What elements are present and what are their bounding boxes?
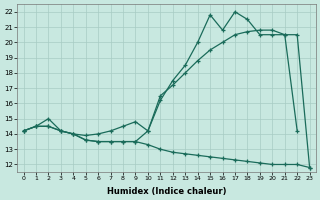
X-axis label: Humidex (Indice chaleur): Humidex (Indice chaleur): [107, 187, 226, 196]
